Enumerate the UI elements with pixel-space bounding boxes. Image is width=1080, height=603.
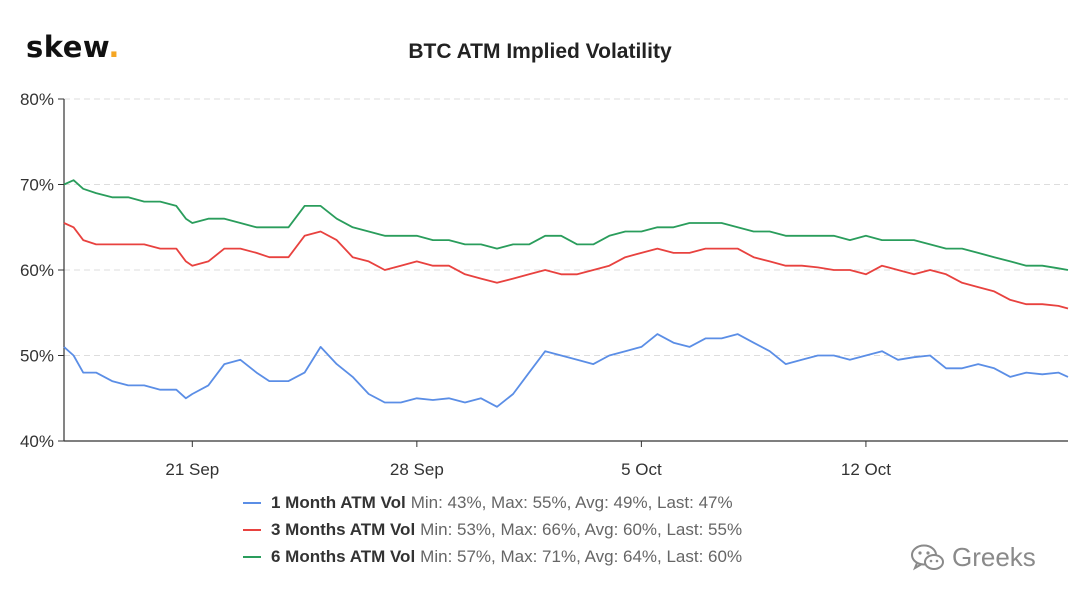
logo-dot: . (108, 30, 120, 64)
chart-title: BTC ATM Implied Volatility (408, 40, 672, 63)
legend-item-6m[interactable]: 6 Months ATM Vol Min: 57%, Max: 71%, Avg… (243, 543, 742, 570)
wechat-icon (911, 544, 944, 570)
series-line-6m (63, 179, 1069, 271)
x-tick-label: 5 Oct (621, 460, 662, 479)
legend-swatch-1m (243, 501, 261, 504)
series-lines (63, 179, 1069, 408)
series-line-1m (63, 333, 1069, 408)
y-tick-label: 60% (20, 261, 54, 280)
legend-stats-1m: Min: 43%, Max: 55%, Avg: 49%, Last: 47% (410, 492, 733, 512)
y-tick-label: 70% (20, 176, 54, 195)
legend-name-6m: 6 Months ATM Vol (271, 546, 416, 566)
skew-logo: skew. (26, 30, 120, 64)
legend-item-1m[interactable]: 1 Month ATM Vol Min: 43%, Max: 55%, Avg:… (243, 489, 742, 516)
watermark-text: Greeks (952, 542, 1036, 572)
legend-name-1m: 1 Month ATM Vol (271, 492, 406, 512)
legend-name-3m: 3 Months ATM Vol (271, 519, 416, 539)
x-tick-label: 12 Oct (841, 460, 891, 479)
y-tick-label: 40% (20, 432, 54, 451)
legend-stats-6m: Min: 57%, Max: 71%, Avg: 64%, Last: 60% (420, 546, 743, 566)
grid-lines (64, 98, 1068, 356)
legend-swatch-3m (243, 528, 261, 531)
x-axis: 21 Sep 28 Sep 5 Oct 12 Oct (64, 440, 1068, 479)
series-line-3m (63, 222, 1069, 310)
watermark: Greeks (910, 542, 1036, 573)
legend-item-3m[interactable]: 3 Months ATM Vol Min: 53%, Max: 66%, Avg… (243, 516, 742, 543)
y-tick-label: 80% (20, 90, 54, 109)
x-tick-label: 21 Sep (165, 460, 219, 479)
legend-stats-3m: Min: 53%, Max: 66%, Avg: 60%, Last: 55% (420, 519, 743, 539)
x-tick-label: 28 Sep (390, 460, 444, 479)
y-axis: 40% 50% 60% 70% 80% (20, 90, 65, 451)
y-tick-label: 50% (20, 347, 54, 366)
chart-legend: 1 Month ATM Vol Min: 43%, Max: 55%, Avg:… (243, 489, 742, 570)
legend-swatch-6m (243, 555, 261, 558)
logo-text: skew (26, 30, 109, 64)
